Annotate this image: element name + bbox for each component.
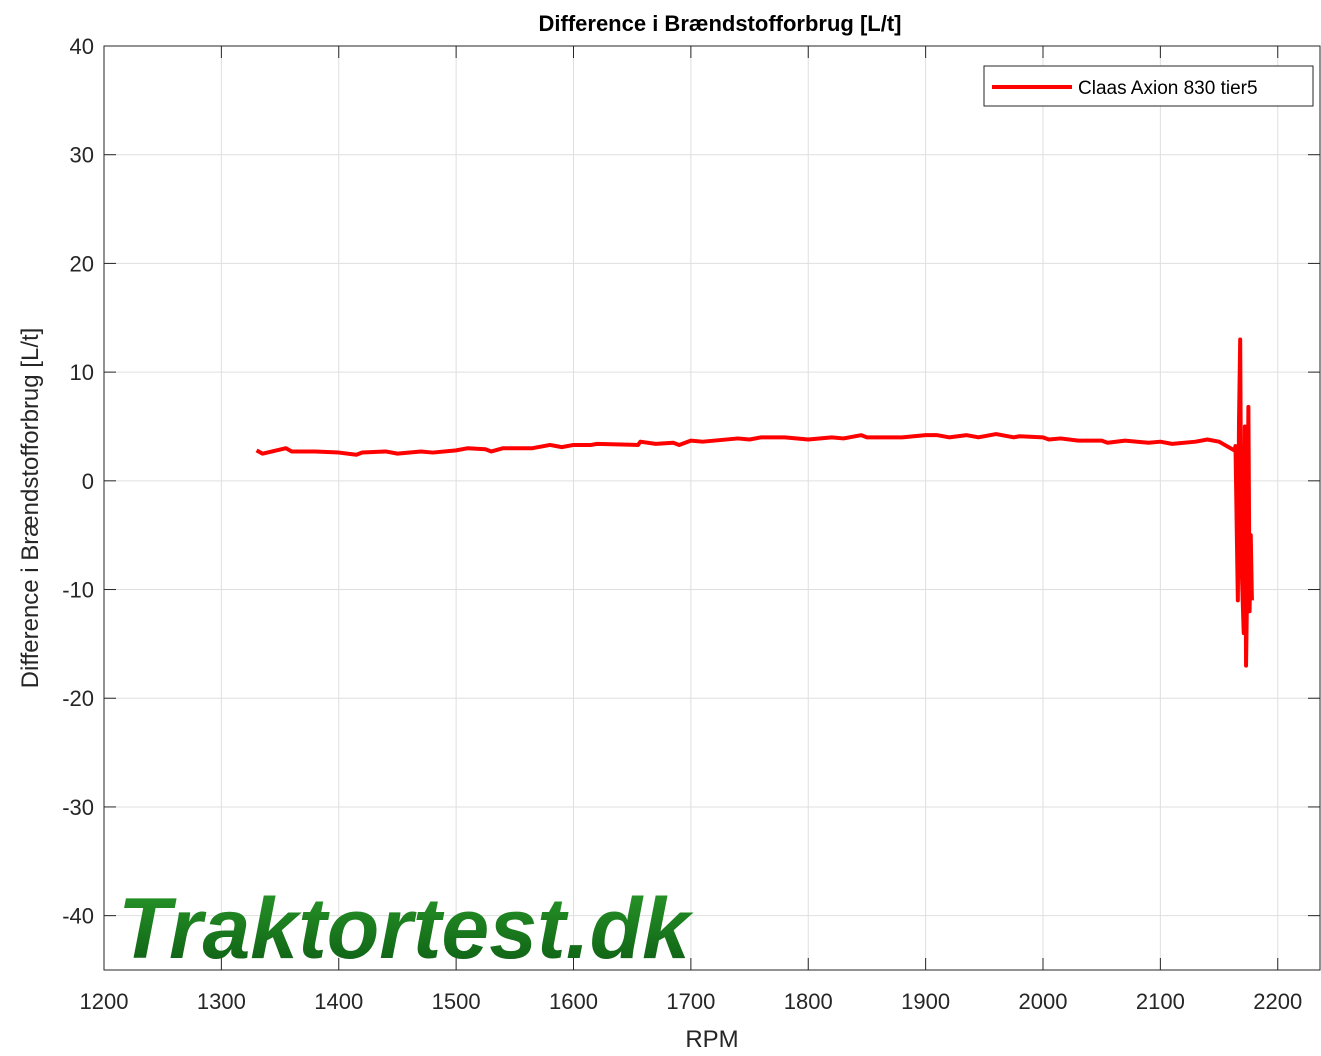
y-tick-label: 40	[70, 34, 94, 59]
plot-frame	[103, 45, 1321, 971]
x-tick-label: 2000	[1019, 989, 1068, 1014]
y-tick-label: 30	[70, 143, 94, 168]
chart-title: Difference i Brændstofforbrug [L/t]	[539, 11, 902, 36]
x-tick-label: 1700	[666, 989, 715, 1014]
x-tick-label: 1300	[197, 989, 246, 1014]
y-tick-label: -10	[62, 578, 94, 603]
x-tick-label: 1600	[549, 989, 598, 1014]
watermark: Traktortest.dk	[118, 881, 694, 977]
y-tick-label: -40	[62, 904, 94, 929]
y-axis-label: Difference i Brændstofforbrug [L/t]	[17, 328, 44, 689]
legend-label: Claas Axion 830 tier5	[1078, 78, 1258, 99]
x-tick-label: 1400	[314, 989, 363, 1014]
y-tick-label: -20	[62, 686, 94, 711]
x-tick-label: 1500	[432, 989, 481, 1014]
data-line	[255, 337, 1254, 668]
y-tick-label: 0	[82, 469, 94, 494]
x-tick-label: 1800	[784, 989, 833, 1014]
y-tick-label: -30	[62, 795, 94, 820]
x-axis-label: RPM	[685, 1026, 738, 1053]
x-tick-label: 2100	[1136, 989, 1185, 1014]
y-tick-label: 20	[70, 251, 94, 276]
x-tick-label: 1200	[80, 989, 129, 1014]
y-tick-label: 10	[70, 360, 94, 385]
x-tick-label: 2200	[1253, 989, 1302, 1014]
x-tick-label: 1900	[901, 989, 950, 1014]
grid	[103, 45, 1320, 970]
